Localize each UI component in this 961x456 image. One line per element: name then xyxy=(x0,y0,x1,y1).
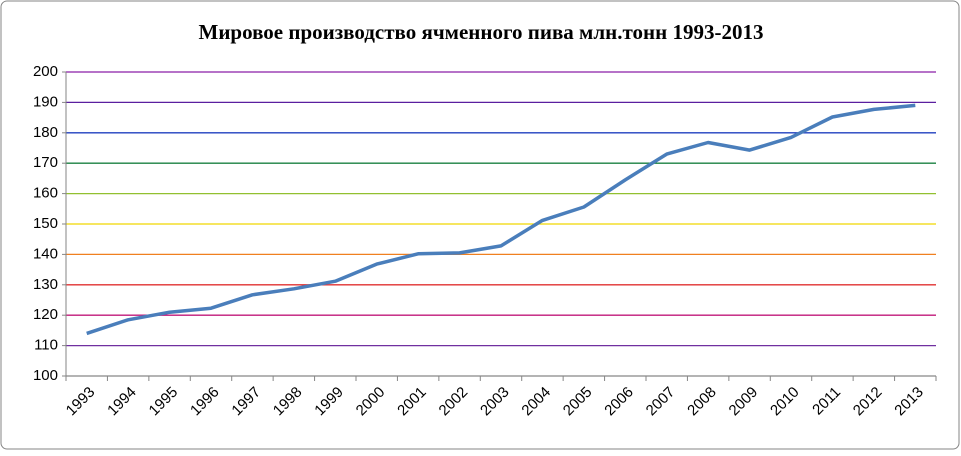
y-tick-label: 180 xyxy=(33,124,58,141)
y-tick-label: 150 xyxy=(33,215,58,232)
y-tick-label: 110 xyxy=(34,337,58,354)
line-series xyxy=(86,103,916,336)
chart-title: Мировое производство ячменного пива млн.… xyxy=(199,20,764,44)
y-tick-label: 130 xyxy=(33,276,58,293)
y-tick-label: 190 xyxy=(33,93,58,110)
y-tick-label: 140 xyxy=(33,245,58,262)
y-tick-label: 170 xyxy=(33,154,58,171)
y-tick-label: 120 xyxy=(33,306,58,323)
y-tick-label: 100 xyxy=(33,367,58,384)
y-tick-label: 160 xyxy=(33,185,58,202)
y-tick-label: 200 xyxy=(33,63,58,80)
